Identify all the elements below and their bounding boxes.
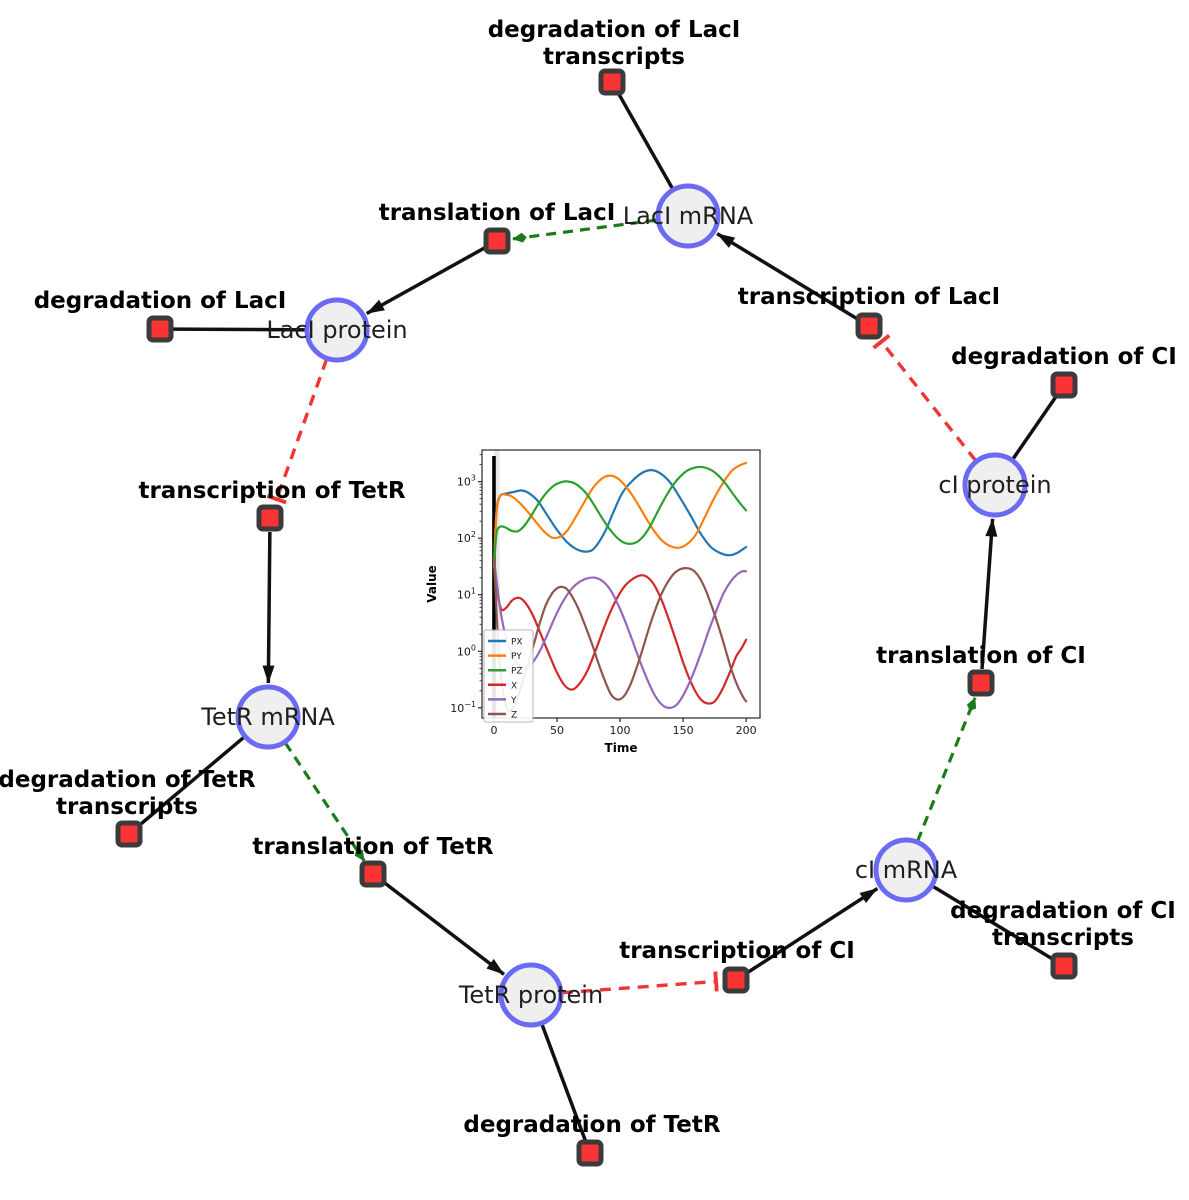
x-tick-label: 100: [610, 724, 631, 737]
reaction-node-deg-laci: [146, 315, 174, 343]
x-axis-label: Time: [605, 741, 638, 755]
series-line-X: [492, 557, 748, 705]
species-label-tetr-protein: TetR protein: [458, 981, 603, 1009]
y-tick-label: 100: [457, 643, 476, 658]
reaction-node-translation-tetr: [359, 860, 387, 888]
legend-label-PY: PY: [511, 652, 522, 662]
edge-tetr-protein-to-deg-tetr: [540, 1023, 588, 1143]
edge-translation-ci-to-ci-protein: [980, 518, 998, 670]
species-node-laci-mrna: [655, 183, 721, 249]
y-tick-label: 103: [457, 474, 476, 489]
edge-tetr-protein-to-transcription-ci: [561, 971, 719, 995]
species-node-ci-mrna: [873, 837, 939, 903]
edge-laci-protein-to-transcription-tetr: [266, 358, 329, 505]
reaction-label-deg-ci-transcripts: transcripts: [992, 925, 1134, 951]
edge-laci-mrna-to-deg-laci-transcripts: [616, 91, 675, 190]
reaction-label-transcription-laci: transcription of LacI: [738, 284, 1001, 310]
legend-box: [483, 629, 534, 723]
x-tick-label: 150: [673, 724, 694, 737]
reaction-node-translation-ci: [967, 669, 995, 697]
reaction-node-deg-ci-transcripts: [1050, 952, 1078, 980]
reaction-node-transcription-laci: [855, 312, 883, 340]
series-line-PZ: [492, 465, 748, 569]
x-tick-label: 50: [550, 724, 564, 737]
reaction-label-deg-tetr: degradation of TetR: [463, 1112, 720, 1138]
legend-label-PZ: PZ: [511, 667, 523, 677]
edge-ci-protein-to-transcription-laci: [872, 333, 978, 462]
reaction-label-deg-laci: degradation of LacI: [34, 288, 287, 314]
reaction-node-translation-laci: [483, 227, 511, 255]
edge-ci-protein-to-deg-ci: [1011, 393, 1059, 461]
reaction-label-deg-ci-transcripts: degradation of CI: [950, 898, 1176, 924]
edge-transcription-ci-to-ci-mrna: [746, 887, 879, 974]
legend-label-Z: Z: [511, 711, 517, 721]
y-tick-label: 10−1: [450, 700, 476, 715]
reaction-label-deg-ci: degradation of CI: [951, 344, 1177, 370]
x-tick-label: 200: [736, 724, 757, 737]
reaction-label-transcription-ci: transcription of CI: [619, 938, 855, 964]
edge-translation-laci-to-laci-protein: [365, 246, 486, 316]
reaction-label-translation-ci: translation of CI: [876, 643, 1086, 669]
legend-label-Y: Y: [510, 696, 517, 706]
reaction-node-deg-tetr-transcripts: [115, 820, 143, 848]
species-label-ci-protein: cI protein: [938, 471, 1051, 499]
y-axis-label: Value: [425, 565, 439, 603]
reaction-label-deg-laci-transcripts: degradation of LacI: [488, 17, 741, 43]
reaction-label-translation-laci: translation of LacI: [379, 200, 616, 226]
edge-laci-mrna-to-translation-laci: [512, 218, 658, 243]
species-label-tetr-mrna: TetR mRNA: [200, 703, 335, 731]
species-label-ci-mrna: cI mRNA: [855, 856, 958, 884]
series-line-PX: [492, 468, 748, 569]
edge-laci-protein-to-deg-laci: [171, 327, 307, 332]
y-tick-label: 101: [457, 587, 476, 602]
x-tick-label: 0: [490, 724, 497, 737]
reaction-node-transcription-tetr: [256, 504, 284, 532]
reaction-node-deg-laci-transcripts: [598, 68, 626, 96]
edge-translation-tetr-to-tetr-protein: [383, 881, 506, 976]
species-node-tetr-mrna: [235, 684, 301, 750]
species-node-laci-protein: [304, 297, 370, 363]
edge-tetr-mrna-to-deg-tetr-transcripts: [137, 735, 246, 828]
species-label-laci-mrna: LacI mRNA: [623, 202, 754, 230]
edge-tetr-mrna-to-translation-tetr: [283, 741, 366, 862]
edge-ci-mrna-to-translation-ci: [916, 697, 977, 842]
reaction-label-deg-laci-transcripts: transcripts: [543, 44, 685, 70]
legend-label-PX: PX: [511, 638, 523, 648]
plot-frame: [481, 449, 761, 719]
reaction-node-deg-ci: [1050, 371, 1078, 399]
series-line-PY: [492, 461, 748, 569]
reaction-label-transcription-tetr: transcription of TetR: [138, 478, 405, 504]
nodes-layer: [115, 68, 1078, 1167]
reaction-label-translation-tetr: translation of TetR: [252, 834, 493, 860]
reaction-label-deg-tetr-transcripts: degradation of TetR: [0, 767, 256, 793]
edges-layer: [137, 91, 1059, 1143]
reaction-node-transcription-ci: [722, 966, 750, 994]
species-node-ci-protein: [962, 452, 1028, 518]
labels-layer: LacI mRNA LacI protein cI protein TetR mRNA…: [0, 17, 1177, 1138]
inset-chart: 0 50 100 150 20010−1100101102103TimeValuePXP…: [425, 449, 761, 755]
y-tick-label: 102: [457, 530, 476, 545]
chart-legend: PX PY PZ XYZ: [483, 629, 534, 723]
edge-transcription-tetr-to-tetr-mrna: [262, 531, 275, 684]
reaction-label-deg-tetr-transcripts: transcripts: [56, 794, 198, 820]
species-node-tetr-protein: [498, 962, 564, 1028]
legend-label-X: X: [511, 681, 517, 691]
edge-transcription-laci-to-laci-mrna: [716, 232, 858, 321]
species-label-laci-protein: LacI protein: [266, 316, 407, 344]
reaction-node-deg-tetr: [576, 1139, 604, 1167]
edge-ci-mrna-to-deg-ci-transcripts: [931, 884, 1055, 962]
